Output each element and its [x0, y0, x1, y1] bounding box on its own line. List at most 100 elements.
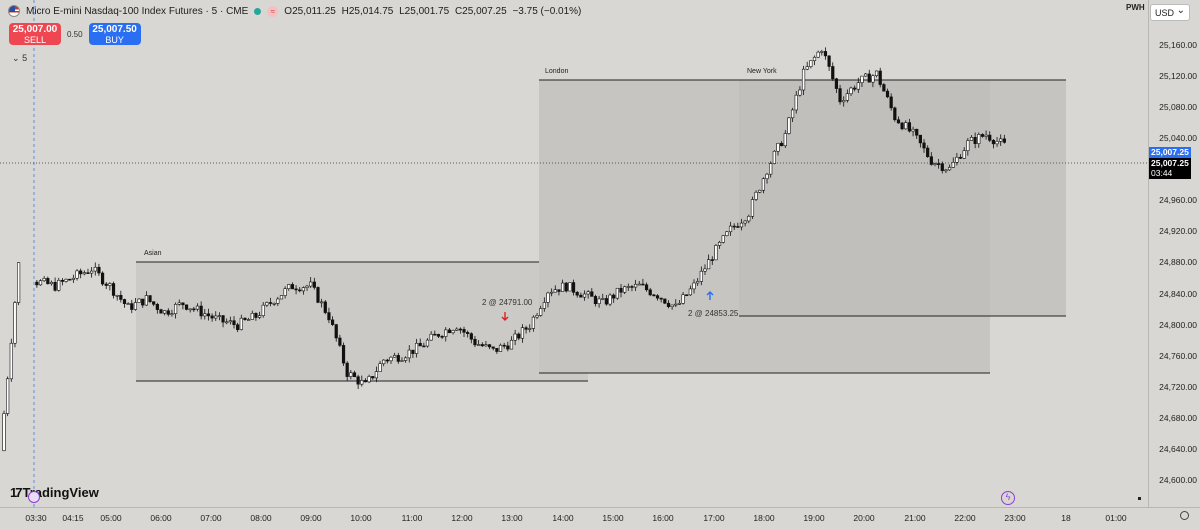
ohlc-close: C25,007.25	[454, 5, 507, 17]
candle-body	[593, 296, 598, 305]
candle-body	[320, 301, 324, 304]
candle-body	[53, 281, 57, 291]
candle-body	[641, 283, 645, 286]
time-label: 01:00	[1105, 513, 1127, 523]
candle-body	[250, 312, 254, 320]
candle-body	[845, 93, 849, 101]
time-label: 17:00	[703, 513, 725, 523]
candle-body	[312, 281, 316, 288]
candle-body	[458, 328, 462, 331]
candle-body	[316, 287, 320, 303]
candle-body	[330, 319, 335, 325]
bolt-icon[interactable]: ϟ	[1001, 491, 1015, 505]
candle-body	[772, 150, 776, 164]
candle-body	[35, 281, 39, 286]
candle-body	[345, 362, 349, 377]
candle-body	[451, 330, 455, 334]
candle-body	[816, 51, 820, 58]
candle-body	[597, 298, 601, 305]
price-axis[interactable]: 25,160.00 25,120.00 25,080.00 25,040.00 …	[1148, 0, 1200, 507]
candle-body	[823, 51, 828, 57]
candle-body	[9, 342, 13, 380]
candle-body	[915, 128, 919, 136]
goto-date-icon[interactable]	[28, 491, 40, 503]
buy-arrow-icon	[706, 291, 714, 300]
candle-body	[217, 315, 222, 317]
candle-body	[575, 292, 579, 296]
candle-body	[257, 315, 262, 318]
candle-body	[528, 328, 532, 330]
candle-body	[539, 308, 543, 316]
candlestick-chart[interactable]	[0, 0, 1148, 507]
candle-body	[798, 89, 802, 96]
candle-body	[663, 298, 667, 304]
symbol-title[interactable]: Micro E-mini Nasdaq-100 Index Futures · …	[26, 5, 249, 17]
candle-body	[630, 286, 634, 288]
candle-body	[79, 270, 83, 275]
tradingview-logo[interactable]: 17 TradingView	[10, 485, 99, 500]
time-label: 13:00	[501, 513, 523, 523]
candle-body	[137, 298, 141, 303]
candle-body	[480, 344, 484, 347]
candle-body	[758, 189, 762, 193]
candle-body	[765, 173, 769, 180]
symbol-header[interactable]: Micro E-mini Nasdaq-100 Index Futures · …	[8, 5, 584, 17]
candle-body	[652, 294, 656, 297]
candle-body	[703, 268, 707, 272]
candle-body	[144, 295, 148, 306]
candle-body	[192, 308, 196, 311]
candle-body	[163, 310, 167, 314]
chevron-down-icon: ⌄	[12, 53, 20, 63]
candle-body	[977, 134, 981, 144]
candle-body	[827, 55, 831, 67]
candle-body	[152, 301, 156, 305]
sell-button[interactable]: 25,007.00 SELL	[9, 23, 61, 45]
sell-fill-annotation[interactable]: 2 @ 24791.00	[482, 298, 533, 307]
candle-body	[944, 169, 948, 172]
candle-body	[732, 225, 736, 228]
candle-body	[707, 259, 711, 270]
time-label: 09:00	[300, 513, 322, 523]
gear-icon[interactable]	[1180, 511, 1189, 520]
candle-body	[133, 302, 138, 310]
time-label: 23:00	[1004, 513, 1026, 523]
time-axis[interactable]: 03:30 04:15 05:00 06:00 07:00 08:00 09:0…	[0, 507, 1200, 530]
candle-body	[268, 302, 273, 304]
price-label: 24,600.00	[1159, 475, 1197, 485]
candle-body	[717, 241, 722, 246]
currency-select[interactable]: USD	[1150, 2, 1190, 21]
candle-body	[210, 315, 214, 319]
chart-area[interactable]	[0, 0, 1148, 507]
asian-session-box	[136, 262, 588, 381]
candle-body	[360, 380, 364, 385]
buy-fill-annotation[interactable]: 2 @ 24853.25	[688, 309, 739, 318]
candle-body	[889, 96, 893, 109]
candle-body	[918, 134, 922, 144]
buy-button[interactable]: 25,007.50 BUY	[88, 23, 141, 45]
candle-body	[783, 133, 787, 147]
candle-body	[349, 372, 353, 377]
time-label: 18	[1061, 513, 1071, 523]
candle-body	[115, 294, 119, 297]
candle-body	[396, 355, 400, 362]
candle-body	[71, 277, 75, 280]
candle-body	[323, 301, 327, 313]
price-label: 25,080.00	[1159, 102, 1197, 112]
data-delay-icon[interactable]: ≈	[267, 5, 279, 17]
candle-body	[750, 199, 755, 217]
candle-body	[473, 338, 477, 346]
candle-body	[93, 266, 97, 272]
candle-body	[502, 344, 506, 347]
candle-body	[265, 302, 269, 306]
candle-body	[780, 142, 784, 147]
candle-body	[842, 100, 846, 103]
buy-label: BUY	[105, 35, 124, 45]
candle-body	[564, 282, 568, 292]
candle-body	[363, 380, 368, 383]
candle-body	[393, 355, 397, 358]
interval-toggle[interactable]: ⌄ 5	[12, 53, 27, 64]
candle-body	[754, 191, 758, 200]
candle-body	[864, 73, 868, 77]
candle-body	[126, 303, 130, 305]
price-label: 24,880.00	[1159, 257, 1197, 267]
